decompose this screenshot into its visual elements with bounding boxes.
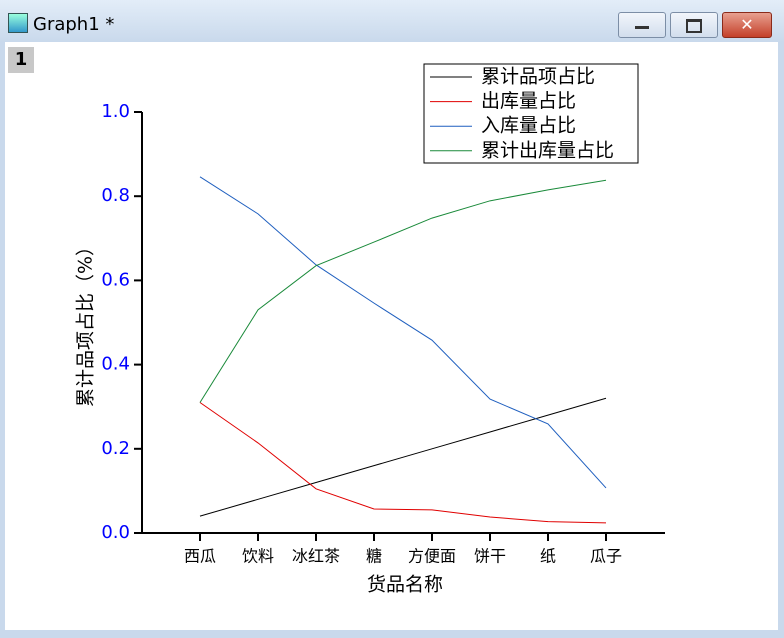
x-tick-label: 方便面 — [408, 547, 456, 566]
window-icon — [8, 13, 28, 33]
legend-label: 入库量占比 — [481, 115, 576, 137]
series-line — [199, 402, 607, 524]
y-axis-title: 累计品项占比（%） — [75, 237, 97, 407]
title-bar: Graph1 * ✕ — [0, 0, 784, 42]
x-tick-label: 纸 — [540, 547, 556, 566]
x-tick-label: 冰红茶 — [292, 547, 340, 566]
legend-label: 累计出库量占比 — [481, 139, 614, 161]
series-line — [199, 397, 607, 517]
window-title: Graph1 * — [33, 14, 115, 35]
legend-box — [423, 63, 639, 164]
maximize-button[interactable] — [670, 12, 718, 38]
layer-tab[interactable]: 1 — [8, 47, 34, 73]
y-tick-label: 0.4 — [101, 354, 130, 375]
y-tick-label: 1.0 — [101, 101, 130, 122]
x-tick-label: 饮料 — [242, 547, 274, 566]
x-axis-title: 货品名称 — [367, 574, 443, 596]
y-tick-label: 0.6 — [101, 269, 130, 290]
x-tick-label: 饼干 — [474, 547, 506, 566]
series-line — [199, 179, 607, 403]
close-button[interactable]: ✕ — [722, 12, 772, 38]
y-tick-label: 0.8 — [101, 185, 130, 206]
y-tick-label: 0.0 — [101, 522, 130, 543]
x-tick-label: 瓜子 — [590, 547, 622, 566]
x-tick-label: 西瓜 — [184, 547, 216, 566]
x-tick-label: 糖 — [366, 547, 382, 566]
series-line — [199, 176, 607, 489]
y-tick-label: 0.2 — [101, 438, 130, 459]
legend-label: 出库量占比 — [481, 90, 576, 112]
minimize-button[interactable] — [618, 12, 666, 38]
legend-label: 累计品项占比 — [481, 66, 595, 88]
